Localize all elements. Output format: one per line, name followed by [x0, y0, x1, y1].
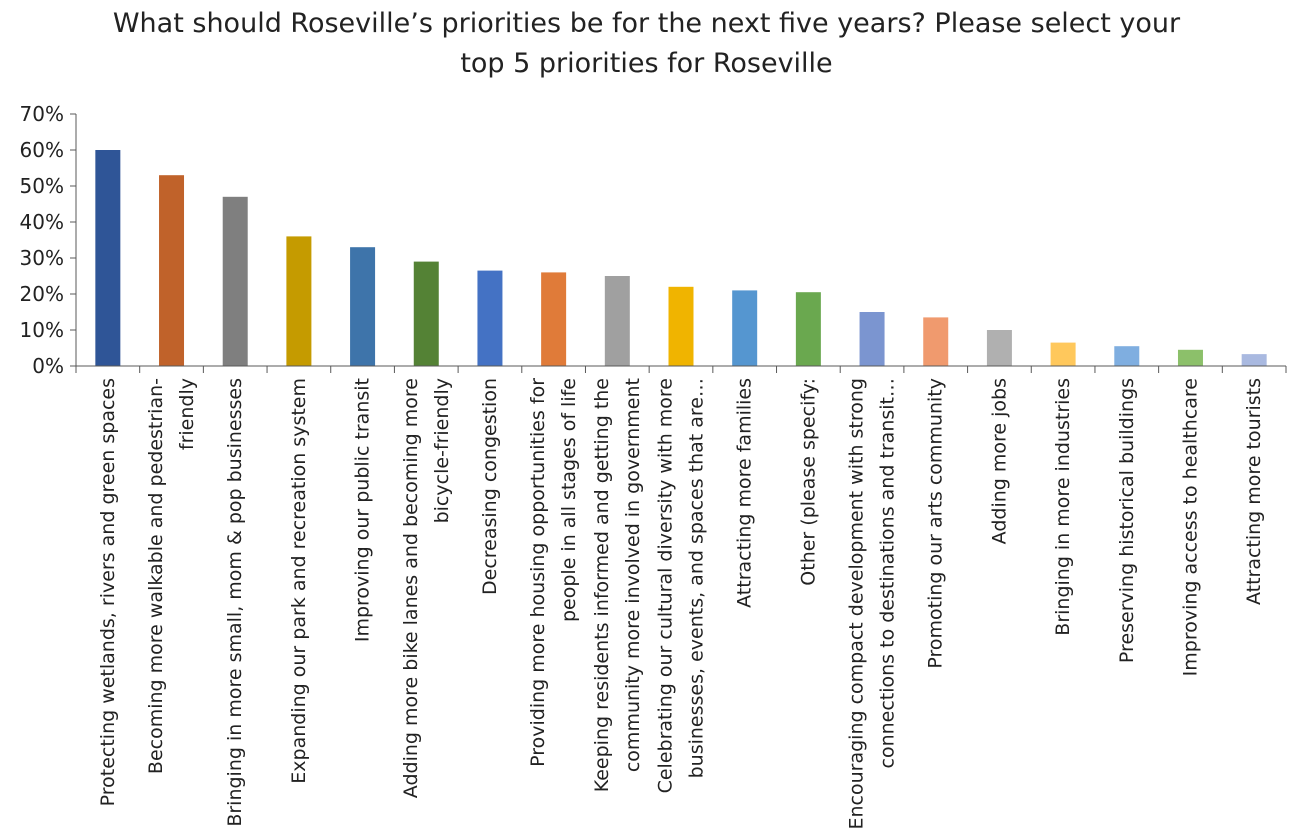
x-tick-label-line: businesses, events, and spaces that are…	[686, 378, 708, 778]
x-tick-label-line: Other (please specify:	[797, 378, 819, 586]
bar	[986, 330, 1012, 366]
x-tick-label-line: Celebrating our cultural diversity with …	[655, 378, 677, 793]
x-tick-label-line: people in all stages of life	[558, 378, 580, 622]
bar	[477, 270, 503, 366]
y-axis: 0% 10% 20% 30% 40% 50% 60% 70%	[20, 102, 77, 378]
x-tick-label-line: Becoming more walkable and pedestrian-	[145, 378, 167, 774]
x-tick-label-line: Providing more housing opportunities for	[527, 378, 549, 767]
x-tick-label-line: Protecting wetlands, rivers and green sp…	[97, 378, 119, 806]
x-tick-label-line: Attracting more families	[734, 378, 756, 608]
x-tick-label: Attracting more tourists	[1243, 378, 1265, 605]
x-tick-label-line: friendly	[176, 378, 198, 450]
bar	[732, 290, 758, 366]
bar	[1114, 346, 1140, 366]
bar	[159, 175, 185, 366]
x-tick-label: Expanding our park and recreation system	[288, 378, 310, 784]
bar	[668, 286, 694, 366]
bar	[604, 276, 630, 366]
x-tick-label: Bringing in more industries	[1052, 378, 1074, 636]
x-tick-label-line: Encouraging compact development with str…	[846, 378, 868, 830]
x-tick-label: Providing more housing opportunities for…	[527, 378, 580, 767]
bar	[1177, 349, 1203, 366]
x-tick-label-line: connections to destinations and transit…	[877, 378, 899, 769]
bar	[95, 150, 121, 366]
x-tick-label: Improving our public transit	[352, 378, 374, 642]
y-tick-label: 20%	[20, 282, 64, 306]
chart-title: What should Roseville’s priorities be fo…	[112, 8, 1181, 79]
x-tick-label-line: Adding more jobs	[988, 378, 1010, 544]
x-tick-label-line: Adding more bike lanes and becoming more	[400, 378, 422, 798]
bar	[1050, 342, 1076, 366]
bar	[541, 272, 567, 366]
y-tick-label: 0%	[32, 354, 64, 378]
x-tick-label: Attracting more families	[734, 378, 756, 608]
x-tick-label: Celebrating our cultural diversity with …	[655, 378, 708, 793]
x-tick-label: Adding more jobs	[988, 378, 1010, 544]
y-tick-label: 40%	[20, 210, 64, 234]
x-tick-label-line: Improving our public transit	[352, 378, 374, 642]
bar	[1241, 354, 1267, 366]
x-tick-label-line: Decreasing congestion	[479, 378, 501, 595]
x-tick-label-line: Keeping residents informed and getting t…	[591, 378, 613, 792]
bar	[795, 292, 821, 366]
x-axis	[75, 365, 1287, 373]
x-tick-label-line: Promoting our arts community	[925, 378, 947, 669]
y-tick-label: 30%	[20, 246, 64, 270]
y-tick-label: 50%	[20, 174, 64, 198]
x-tick-label: Other (please specify:	[797, 378, 819, 586]
x-tick-label: Encouraging compact development with str…	[846, 378, 899, 830]
y-tick-label: 10%	[20, 318, 64, 342]
bar	[923, 317, 949, 366]
x-tick-label-line: Bringing in more small, mom & pop busine…	[224, 378, 246, 827]
x-tick-label-line: Bringing in more industries	[1052, 378, 1074, 636]
x-tick-label: Decreasing congestion	[479, 378, 501, 595]
x-tick-label-line: Preserving historical buildings	[1116, 378, 1138, 663]
y-tick-label: 60%	[20, 138, 64, 162]
bar	[286, 236, 312, 366]
x-tick-label: Adding more bike lanes and becoming more…	[400, 378, 453, 798]
bars	[95, 150, 1267, 366]
bar	[413, 261, 439, 366]
bar	[222, 196, 248, 366]
x-tick-label-line: community more involved in government	[622, 378, 644, 772]
x-tick-label-line: Improving access to healthcare	[1179, 378, 1201, 676]
x-tick-label-line: Expanding our park and recreation system	[288, 378, 310, 784]
x-tick-label: Improving access to healthcare	[1179, 378, 1201, 676]
x-tick-label: Preserving historical buildings	[1116, 378, 1138, 663]
x-tick-label: Bringing in more small, mom & pop busine…	[224, 378, 246, 827]
x-axis-labels: Protecting wetlands, rivers and green sp…	[97, 378, 1265, 830]
y-tick-label: 70%	[20, 102, 64, 126]
x-tick-label-line: bicycle-friendly	[431, 378, 453, 523]
bar	[350, 247, 376, 366]
x-tick-label: Keeping residents informed and getting t…	[591, 378, 644, 792]
x-tick-label: Promoting our arts community	[925, 378, 947, 669]
x-tick-label-line: Attracting more tourists	[1243, 378, 1265, 605]
x-tick-label: Protecting wetlands, rivers and green sp…	[97, 378, 119, 806]
x-tick-label: Becoming more walkable and pedestrian-fr…	[145, 378, 198, 774]
bar	[859, 312, 885, 366]
